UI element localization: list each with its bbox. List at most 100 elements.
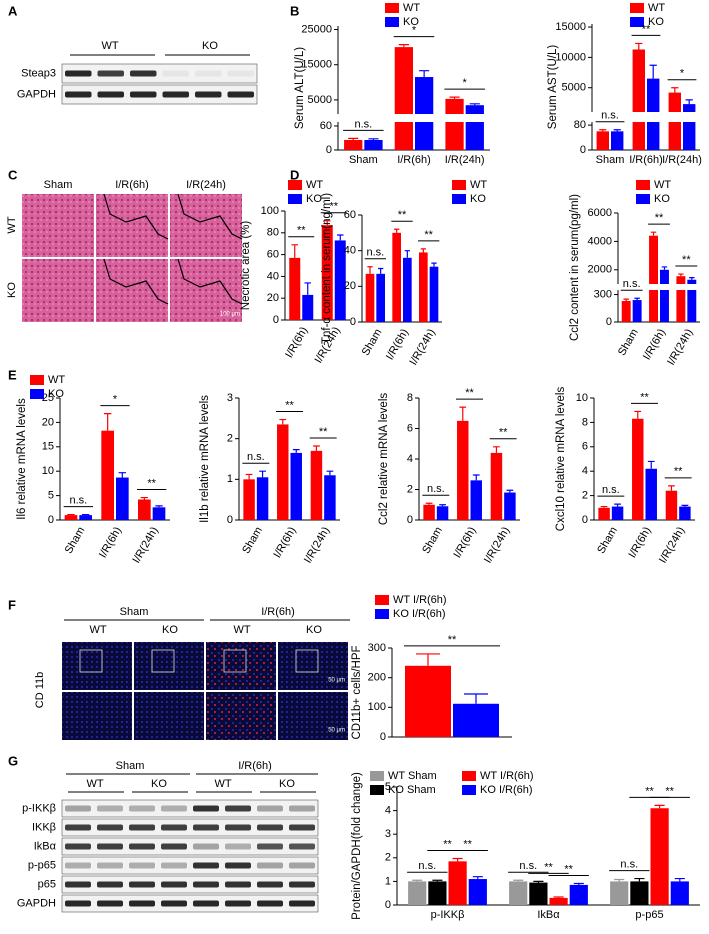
bar [290,452,302,520]
y-axis-label: Ccl2 content in serum(pg/ml) [569,194,581,341]
bar [598,507,610,520]
sig-label: n.s. [601,110,619,122]
error-bar [681,504,689,507]
blot-band [97,843,123,850]
error-bar [472,876,483,880]
group-label: I/R(6h) [261,606,295,618]
zoom-box [295,649,319,673]
y-tick-label: 2 [385,852,391,864]
x-tick-label: IkBα [537,909,560,921]
y-tick-label: 3 [227,392,233,404]
y-axis-label: Tnf-α content in serum(ng/ml) [321,193,333,344]
legend-swatch [452,180,466,190]
blot-band [129,862,155,869]
legend-swatch [30,389,44,399]
blot-band [97,900,123,907]
blot-band [225,900,251,907]
bar [321,225,333,320]
error-bar [155,505,163,508]
x-tick-label: I/R(6h) [97,525,124,560]
error-bar [600,505,608,508]
bar [668,92,681,112]
blot-band [257,843,283,850]
error-bar [459,406,467,421]
bar [376,273,385,322]
y-tick-label: 10 [42,465,54,477]
legend-label: KO [470,193,486,205]
necrosis-outline [177,193,243,240]
error-bar [634,297,640,301]
error-bar [432,879,443,882]
sig-label: ** [499,427,508,439]
blot-band [65,843,91,850]
error-bar [464,693,488,704]
sig-label: ** [398,209,407,221]
error-bar [140,496,148,500]
error-bar [398,44,409,48]
sig-label: n.s. [602,484,620,496]
if-image [278,692,348,740]
error-bar [668,485,675,491]
y-tick-label: 60 [320,120,332,132]
y-tick-label: 40 [267,270,279,282]
error-bar [245,473,253,480]
blot-band [97,862,123,869]
bar [302,294,314,320]
y-tick-label: 20 [267,292,279,304]
bar [687,290,697,322]
x-tick-label: Sham [596,154,625,166]
y-axis-label: Serum ALT(U/L) [294,47,306,129]
x-tick-label: Sham [360,327,385,358]
blot-band [161,881,187,888]
bar [611,506,624,520]
sig-label: n.s. [620,858,638,870]
blot-band [289,805,315,812]
bar [453,703,499,737]
y-tick-label: 4 [582,465,588,477]
blot-band [225,805,251,812]
error-bar [425,502,433,505]
group-label: KO [202,40,218,52]
error-bar [367,266,373,274]
y-tick-label: 8 [582,416,588,428]
y-tick-label: 2000 [588,264,612,276]
row-label: Steap3 [21,67,56,79]
bar [289,257,301,320]
bar [660,290,669,322]
y-tick-label: 0 [326,144,332,156]
error-bar [614,878,625,882]
blot-band [129,824,155,831]
blot-band [225,824,251,831]
legend-label: KO [306,193,322,205]
y-axis-label: Serum AST(U/L) [547,45,559,130]
y-tick-label: 100 [368,701,386,713]
bar [405,665,451,737]
y-tick-label: 1 [385,875,391,887]
bar [632,122,645,150]
legend-label: KO I/R(6h) [480,784,533,796]
blot-band [193,805,219,812]
error-bar [337,234,344,241]
sig-label: n.s. [427,483,445,495]
legend-label: WT I/R(6h) [393,594,447,606]
y-tick-label: 15000 [301,59,332,71]
y-tick-label: 0 [385,899,391,911]
bar [324,475,336,520]
row-label: GAPDH [17,897,56,909]
column-label: I/R(24h) [186,179,226,191]
blot-strip [61,894,319,913]
x-tick-label: I/R(24h) [445,154,485,166]
x-tick-label: I/R(6h) [626,525,653,560]
y-tick-label: 0 [582,514,588,526]
bar [116,477,129,520]
legend-label: KO [403,16,419,28]
x-tick-label: Sham [63,525,88,556]
x-tick-label: I/R(24h) [131,525,161,565]
blot-band [161,900,187,907]
sig-label: ** [319,426,328,438]
sig-label: ** [682,254,691,266]
blot-band [65,900,91,907]
blot-band [193,843,219,850]
y-tick-label: 20 [42,416,54,428]
blot-band [97,70,124,77]
